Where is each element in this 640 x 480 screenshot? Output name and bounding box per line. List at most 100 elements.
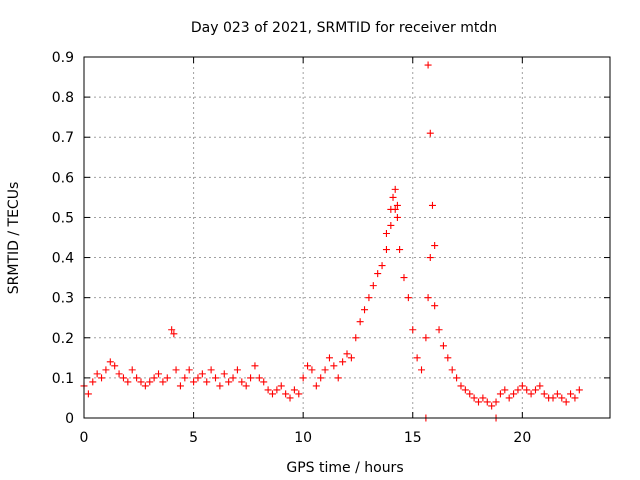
data-point [207,366,215,374]
data-point [424,294,432,302]
data-point [163,374,171,382]
data-point [93,370,101,378]
data-point [133,374,141,382]
data-point [181,374,189,382]
data-point [242,382,250,390]
y-tick-label: 0.5 [52,210,74,226]
data-point [431,302,439,310]
y-tick-label: 0.2 [52,331,74,347]
data-point [501,386,509,394]
data-point [321,366,329,374]
y-tick-label: 0.7 [52,130,74,146]
data-point [422,334,430,342]
data-point [466,390,474,398]
data-point [514,386,522,394]
data-point [264,386,272,394]
data-point [382,229,390,237]
data-point [448,366,456,374]
data-point [387,205,395,213]
data-point [518,382,526,390]
data-point [428,201,436,209]
data-point [225,378,233,386]
data-point [356,318,364,326]
data-point [409,326,417,334]
data-point [251,362,259,370]
data-point [343,350,351,358]
data-point [575,386,583,394]
data-point [84,390,92,398]
y-tick-label: 0.3 [52,291,74,307]
data-point [510,390,518,398]
data-point [558,394,566,402]
data-point [435,326,443,334]
data-point [488,402,496,410]
data-point [247,374,255,382]
grid [84,57,610,418]
data-point [365,294,373,302]
x-tick-label: 10 [294,430,312,446]
data-point [496,390,504,398]
x-tick-label: 20 [513,430,531,446]
y-axis-title: SRMTID / TECUs [6,182,22,295]
axis-ticks: 0 0.1 0.2 0.3 0.4 0.5 0.6 0.7 0.8 0.9 0 5 10 15 20 [52,50,610,446]
data-point [312,382,320,390]
data-point [255,374,263,382]
data-point [505,394,513,402]
data-point [457,382,465,390]
data-point [567,390,575,398]
y-tick-label: 0.1 [52,371,74,387]
data-point [176,382,184,390]
data-point [492,398,500,406]
data-point [194,374,202,382]
data-point [260,378,268,386]
data-point [273,386,281,394]
data-point [286,394,294,402]
data-point [396,246,404,254]
data-point [391,185,399,193]
data-point [418,366,426,374]
data-point [444,354,452,362]
data-point [141,382,149,390]
chart-title: Day 023 of 2021, SRMTID for receiver mtd… [191,20,497,36]
y-tick-label: 0 [65,411,74,427]
data-point [339,358,347,366]
data-point [146,378,154,386]
data-point [295,390,303,398]
data-point [106,358,114,366]
data-point [308,366,316,374]
data-point [439,342,447,350]
data-point [400,274,408,282]
data-point [119,374,127,382]
data-point [212,374,219,382]
data-point [170,330,178,338]
data-point [475,398,482,406]
data-point [389,193,397,201]
data-point [185,366,193,374]
data-point [334,374,342,382]
data-point [282,390,290,398]
data-point [220,370,228,378]
x-tick-label: 0 [80,430,89,446]
x-tick-label: 5 [189,430,198,446]
x-tick-label: 15 [404,430,422,446]
data-point [378,262,386,270]
data-point [382,246,390,254]
data-point [453,374,461,382]
data-point [387,221,395,229]
data-point [268,390,276,398]
data-point [128,366,136,374]
x-axis-title: GPS time / hours [286,460,403,476]
data-point [277,382,285,390]
data-point [111,362,119,370]
data-point [190,378,198,386]
y-tick-label: 0.4 [52,251,74,267]
data-point [290,386,298,394]
data-point [98,374,106,382]
data-point [304,362,312,370]
data-point [89,378,97,386]
data-point [229,374,237,382]
y-tick-label: 0.8 [52,90,74,106]
data-point [102,366,110,374]
data-point [216,382,224,390]
